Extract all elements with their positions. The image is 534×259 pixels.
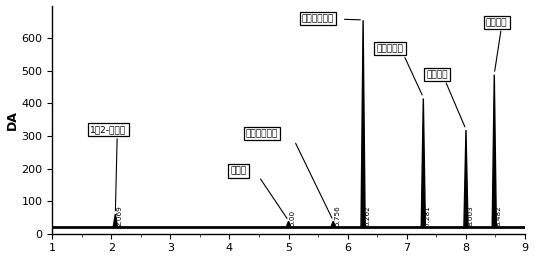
Polygon shape xyxy=(331,221,335,227)
Polygon shape xyxy=(286,221,290,227)
Text: 正十七烷: 正十七烷 xyxy=(486,18,507,27)
Y-axis label: DA: DA xyxy=(5,110,19,130)
Text: 薄荷酰胺: 薄荷酰胺 xyxy=(427,70,448,79)
Text: 乳酸薄荷酯: 乳酸薄荷酯 xyxy=(376,44,404,53)
Polygon shape xyxy=(464,130,468,227)
Polygon shape xyxy=(361,20,365,227)
Text: 8.003: 8.003 xyxy=(467,205,473,226)
Polygon shape xyxy=(421,98,426,227)
Text: 8.482: 8.482 xyxy=(496,205,501,226)
Polygon shape xyxy=(113,214,117,227)
Text: 5.756: 5.756 xyxy=(334,205,340,226)
Text: 2.069: 2.069 xyxy=(116,205,122,226)
Text: 苯甲酸正丙酯: 苯甲酸正丙酯 xyxy=(246,129,278,138)
Text: 三乙酸绣油酯: 三乙酸绣油酯 xyxy=(302,14,334,23)
Text: 1，2-丙二醇: 1，2-丙二醇 xyxy=(90,125,127,134)
Text: 7.281: 7.281 xyxy=(425,205,430,226)
Polygon shape xyxy=(492,75,496,227)
Text: 薄荷酒: 薄荷酒 xyxy=(230,166,246,175)
Text: 6.262: 6.262 xyxy=(364,205,370,226)
Text: 5.00: 5.00 xyxy=(290,210,296,226)
